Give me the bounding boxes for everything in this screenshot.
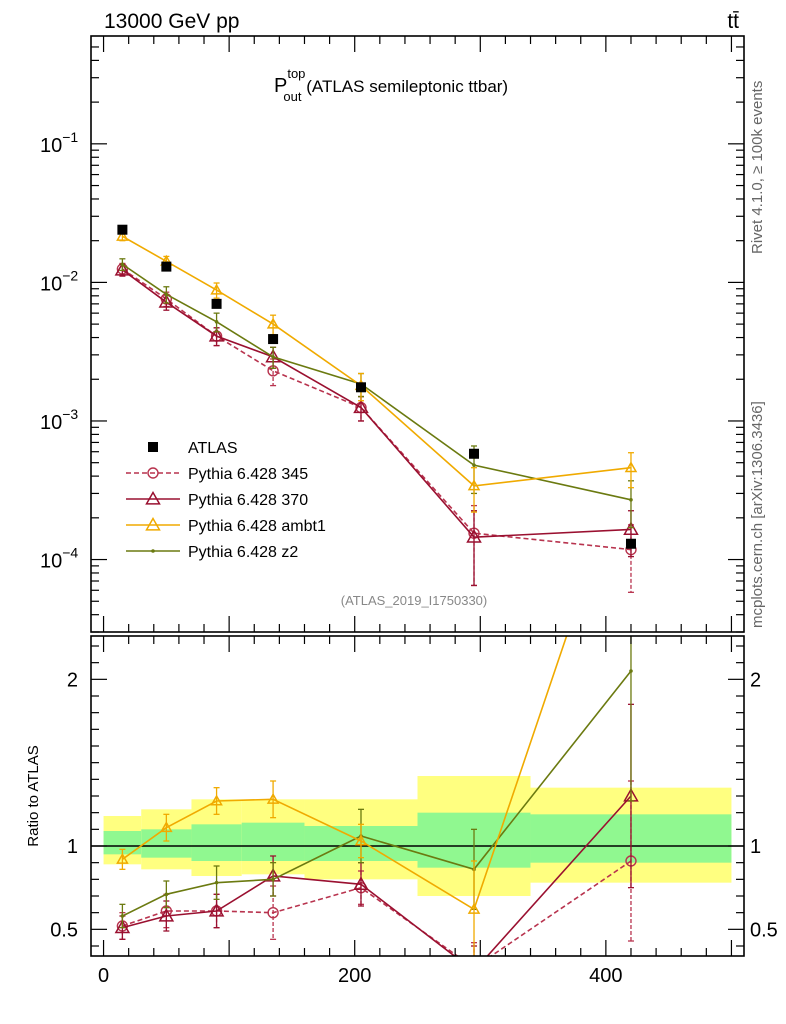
main-series-group xyxy=(114,224,639,593)
energy-label: 13000 GeV pp xyxy=(104,10,239,33)
ratio-ytick-label-right: 2 xyxy=(750,669,761,691)
main-ytick-exponent: −2 xyxy=(62,267,78,283)
axes-group xyxy=(90,35,745,957)
ambt1-marker xyxy=(116,229,129,241)
ambt1-marker xyxy=(116,852,129,864)
ambt1-marker xyxy=(624,461,638,473)
p370-marker xyxy=(468,965,481,976)
title-subscript: out xyxy=(283,89,301,104)
ratio-ytick-label: 1 xyxy=(67,836,78,858)
ratio-series-group xyxy=(114,441,639,976)
ambt1-marker xyxy=(354,834,368,846)
legend-label-p370: Pythia 6.428 370 xyxy=(188,492,308,509)
ratio-uncertainty-bands xyxy=(91,776,744,896)
z2-marker xyxy=(164,892,169,897)
main-ytick-base: 10 xyxy=(40,273,62,295)
ratio-ytick-label-right: 1 xyxy=(750,836,761,858)
main-ytick-base: 10 xyxy=(40,551,62,573)
atlas-marker xyxy=(625,538,636,549)
legend-z2-marker xyxy=(151,549,155,553)
legend-label-ambt1: Pythia 6.428 ambt1 xyxy=(188,518,326,535)
main-ytick-base: 10 xyxy=(40,135,62,157)
atlas-marker xyxy=(161,261,172,272)
z2-marker xyxy=(271,877,275,882)
main-ytick-base: 10 xyxy=(40,412,62,434)
z2-marker xyxy=(629,669,633,673)
analysis-tag: (ATLAS_2019_I1750330) xyxy=(341,593,487,608)
p370-marker xyxy=(158,907,175,922)
atlas-marker xyxy=(211,298,222,309)
legend-label-atlas: ATLAS xyxy=(188,440,238,457)
atlas-marker xyxy=(469,448,480,459)
p345-marker xyxy=(267,906,279,919)
legend-p345-marker xyxy=(147,467,159,479)
ratio-band-inner xyxy=(103,831,142,855)
ratio-xtick-label: 200 xyxy=(338,965,371,987)
z2-marker xyxy=(472,463,476,467)
p370-marker xyxy=(208,328,225,342)
ratio-ytick-label-right: 0.5 xyxy=(750,919,778,941)
main-ytick-exponent: −3 xyxy=(62,406,78,422)
ambt1-marker xyxy=(626,441,636,450)
legend-p370-marker xyxy=(145,490,161,505)
main-ytick-label: 10−1 xyxy=(40,129,78,157)
ratio-ytick-label: 0.5 xyxy=(50,919,78,941)
ratio-band-inner xyxy=(191,824,242,861)
z2-marker xyxy=(629,497,633,502)
ambt1-marker xyxy=(467,902,481,914)
p370-marker xyxy=(353,876,369,890)
rivet-label: Rivet 4.1.0, ≥ 100k events xyxy=(749,81,766,254)
p345-marker xyxy=(469,963,479,973)
p370-marker xyxy=(158,294,175,308)
ambt1-marker xyxy=(160,821,173,833)
legend-label-p345: Pythia 6.428 345 xyxy=(188,466,308,483)
ratio-ylabel: Ratio to ATLAS xyxy=(25,745,42,846)
p370-marker xyxy=(353,399,369,414)
p370-marker xyxy=(114,919,131,934)
legend: ATLAS Pythia 6.428 345 Pythia 6.428 370 Pyt… xyxy=(126,440,326,561)
main-ytick-exponent: −4 xyxy=(62,545,78,561)
main-ytick-label: 10−4 xyxy=(40,545,78,573)
main-panel-frame xyxy=(90,35,745,633)
p370-marker xyxy=(114,261,131,276)
p370-marker xyxy=(623,521,639,536)
ratio-band-inner xyxy=(241,822,305,861)
main-ytick-label: 10−2 xyxy=(40,267,78,295)
title-main: P xyxy=(274,75,287,97)
title-rest: (ATLAS semileptonic ttbar) xyxy=(302,77,509,96)
ratio-xtick-label: 400 xyxy=(589,965,622,987)
ratio-xtick-label: 0 xyxy=(98,965,109,987)
atlas-marker xyxy=(355,382,366,393)
ambt1-marker xyxy=(266,792,280,804)
z2-marker xyxy=(214,319,219,324)
legend-atlas-marker xyxy=(148,442,158,452)
z2-marker xyxy=(164,292,169,297)
ambt1-marker xyxy=(210,283,223,295)
main-ytick-label: 10−3 xyxy=(40,406,78,434)
atlas-marker xyxy=(268,334,279,345)
z2-marker xyxy=(120,914,125,918)
legend-label-z2: Pythia 6.428 z2 xyxy=(188,544,298,561)
z2-marker xyxy=(271,355,275,359)
p370-marker xyxy=(208,902,225,917)
z2-marker xyxy=(120,262,125,267)
z2-marker xyxy=(214,880,219,885)
ambt1-marker xyxy=(467,479,481,491)
ambt1-marker xyxy=(266,317,280,329)
main-ytick-exponent: −1 xyxy=(62,129,78,145)
ambt1-marker xyxy=(210,794,223,806)
process-label: tt̄ xyxy=(727,10,739,33)
title-superscript: top xyxy=(287,66,305,81)
plot-title: Ptop out (ATLAS semileptonic ttbar) xyxy=(274,66,508,104)
z2-line xyxy=(121,263,632,501)
legend-ambt1-marker xyxy=(145,516,161,531)
ratio-ytick-label: 2 xyxy=(67,669,78,691)
atlas-marker xyxy=(117,224,128,235)
p370-marker xyxy=(466,529,482,543)
source-label: mcplots.cern.ch [arXiv:1306.3436] xyxy=(749,401,766,628)
